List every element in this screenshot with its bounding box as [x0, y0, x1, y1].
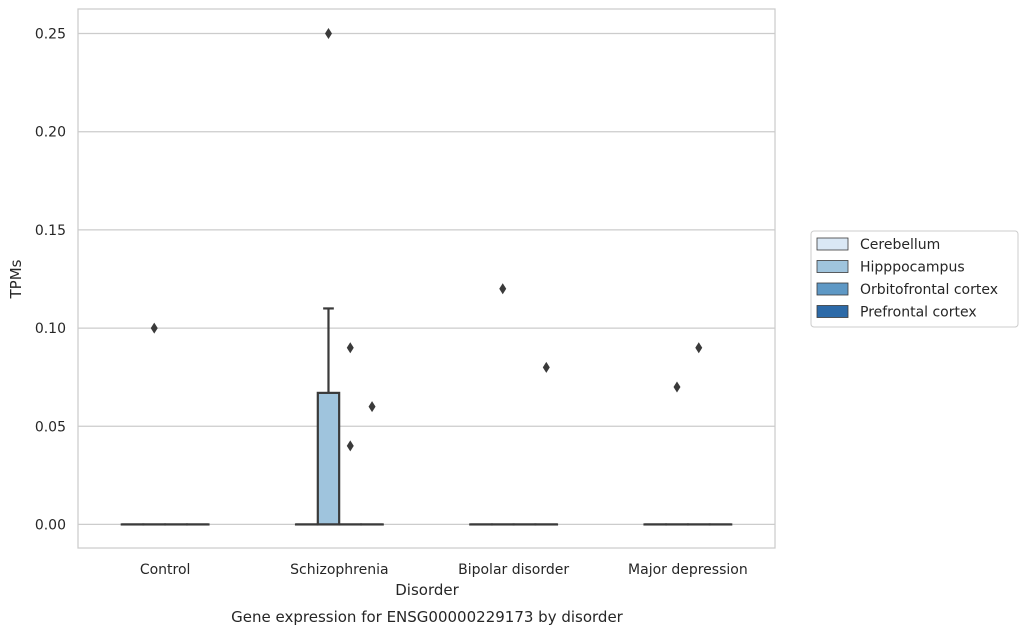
outlier-point — [368, 401, 376, 413]
legend-swatch — [816, 260, 849, 273]
y-tick-label: 0.20 — [35, 125, 66, 141]
y-tick-label: 0.05 — [35, 419, 66, 435]
box — [316, 391, 341, 526]
outlier-point — [542, 361, 550, 373]
y-tick-label: 0.10 — [35, 321, 66, 337]
outlier-point — [695, 342, 703, 354]
chart-caption: Gene expression for ENSG00000229173 by d… — [231, 608, 624, 626]
legend-swatch — [816, 305, 849, 318]
plot-frame — [77, 8, 776, 549]
y-axis-label: TPMs — [7, 259, 25, 299]
x-tick-label: Major depression — [628, 562, 748, 578]
legend-swatch — [816, 237, 849, 251]
y-tick-label: 0.25 — [35, 27, 66, 43]
y-tick-labels: 0.00 0.05 0.10 0.15 0.20 0.25 — [35, 27, 66, 534]
outlier-point — [150, 322, 158, 334]
legend-label: Prefrontal cortex — [860, 305, 977, 321]
x-tick-label: Schizophrenia — [290, 562, 388, 578]
legend-label: Hipppocampus — [860, 260, 965, 276]
x-tick-label: Control — [140, 562, 191, 578]
outlier-point — [346, 440, 354, 452]
legend-label: Orbitofrontal cortex — [860, 282, 998, 298]
outlier-point — [673, 381, 681, 393]
plot-area-background — [78, 9, 775, 548]
legend: Cerebellum Hipppocampus Orbitofrontal cort… — [810, 230, 1019, 328]
legend-frame — [810, 230, 1019, 328]
legend-label: Cerebellum — [860, 237, 940, 253]
legend-swatch — [816, 282, 849, 296]
x-tick-label: Bipolar disorder — [458, 562, 569, 578]
outlier-point — [499, 283, 507, 295]
y-tick-label: 0.15 — [35, 223, 66, 239]
x-axis-label: Disorder — [395, 581, 459, 599]
outlier-point — [346, 342, 354, 354]
outlier-point — [324, 28, 332, 40]
outlier-points — [150, 28, 703, 452]
y-tick-label: 0.00 — [35, 517, 66, 533]
box-series — [120, 307, 733, 526]
x-tick-labels: Control Schizophrenia Bipolar disorder Majo… — [140, 562, 748, 578]
